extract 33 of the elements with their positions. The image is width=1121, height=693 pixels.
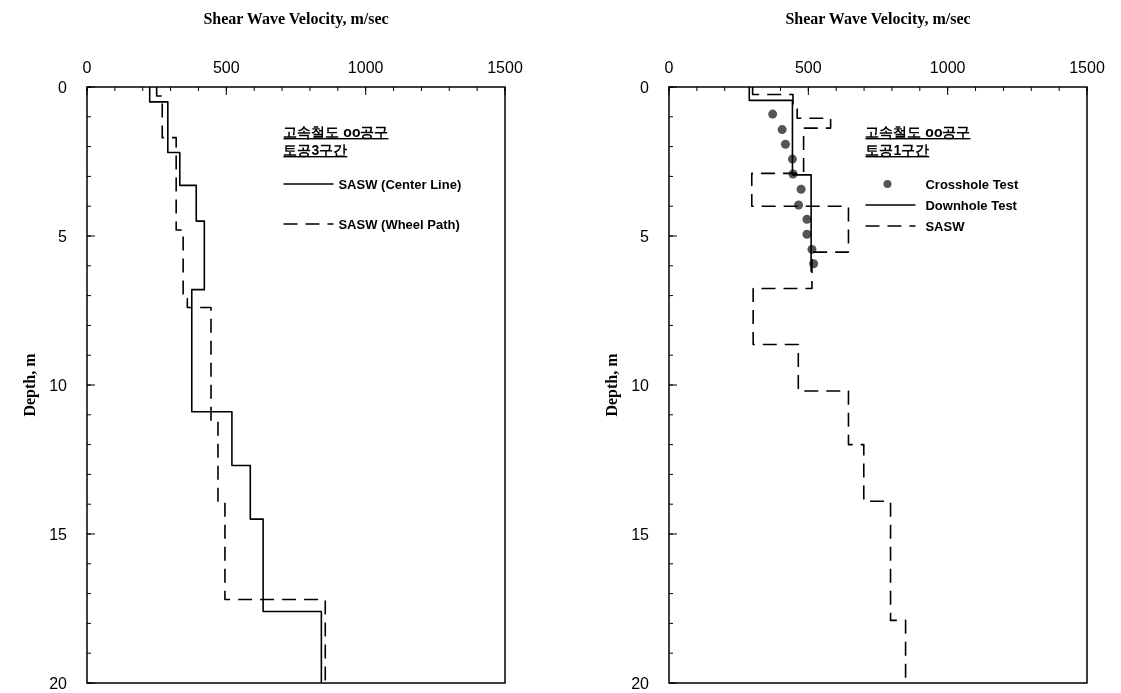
y-tick-label: 0	[58, 79, 68, 96]
legend-title: 고속철도 oo공구 토공3구간	[283, 124, 389, 158]
x-tick-label: 1500	[487, 59, 523, 76]
x-axis-title: Shear Wave Velocity, m/sec	[203, 10, 389, 28]
legend-label: SASW (Wheel Path)	[338, 217, 460, 232]
text: Crosshole Test	[925, 177, 1019, 192]
y-tick-label: 10	[631, 377, 650, 394]
x-tick-label: 1000	[929, 59, 966, 76]
x-axis-title: Shear Wave Velocity, m/sec	[785, 10, 971, 28]
x-tick-label: 1500	[1069, 59, 1105, 76]
y-tick-label: 15	[631, 526, 650, 543]
y-axis-title: Depth, m	[21, 352, 39, 417]
x-tick-label: 500	[212, 59, 240, 76]
x-tick-label: 0	[664, 59, 674, 76]
y-tick-label: 15	[49, 526, 68, 543]
point	[768, 109, 778, 119]
x-tick-label: 1000	[347, 59, 384, 76]
y-tick-label: 10	[49, 377, 68, 394]
y-tick-label: 20	[631, 675, 650, 692]
y-tick-label: 20	[49, 675, 68, 692]
point	[780, 139, 790, 149]
legend-title: 고속철도 oo공구 토공1구간	[865, 124, 971, 158]
y-tick-label: 0	[640, 79, 650, 96]
point	[796, 184, 806, 194]
y-tick-label: 5	[640, 228, 650, 245]
y-axis-title: Depth, m	[603, 352, 621, 417]
x-tick-label: 0	[82, 59, 92, 76]
point	[777, 125, 787, 135]
legend-label: SASW	[925, 219, 966, 234]
legend-label: Downhole Test	[925, 198, 1018, 213]
x-tick-label: 500	[794, 59, 822, 76]
legend-label: SASW (Center Line)	[338, 177, 462, 192]
y-tick-label: 5	[58, 228, 68, 245]
